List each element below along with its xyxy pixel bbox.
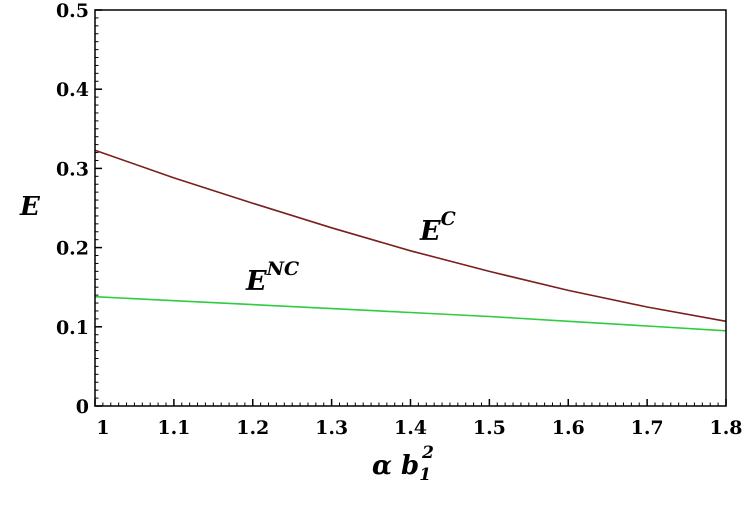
plot-frame (94, 9, 727, 407)
x-tick-label: 1 (96, 417, 109, 439)
x-axis-title-base: α b (372, 451, 419, 481)
series-label-ec: EC (419, 208, 456, 247)
y-tick-label: 0.1 (56, 317, 89, 339)
x-tick-label: 1.5 (473, 417, 506, 439)
x-tick-label: 1.4 (394, 417, 427, 439)
y-tick-label: 0.4 (56, 79, 89, 101)
y-axis-title: E (19, 192, 41, 222)
x-axis-title-superscript: 2 (421, 443, 434, 463)
y-axis-ticks: 0 0.1 0.2 0.3 0.4 0.5 (56, 0, 102, 418)
x-tick-label: 1.1 (157, 417, 190, 439)
x-tick-label: 1.8 (709, 417, 742, 439)
y-tick-label: 0.5 (56, 0, 89, 22)
x-tick-label: 1.7 (631, 417, 664, 439)
x-axis-title: α b12 (372, 443, 434, 485)
y-tick-label: 0.3 (56, 158, 89, 180)
x-axis-title-subscript: 1 (419, 465, 431, 485)
x-tick-label: 1.3 (315, 417, 348, 439)
series-line-enc (94, 295, 727, 332)
y-tick-label: 0 (76, 396, 89, 418)
series-label-enc-sup: NC (266, 258, 300, 280)
series-label-ec-sup: C (441, 208, 456, 230)
y-tick-label: 0.2 (56, 238, 89, 260)
series-line-ec (94, 149, 727, 323)
series (94, 149, 727, 332)
series-label-enc-base: E (245, 266, 267, 297)
x-axis-ticks: 1 1.1 1.2 1.3 1.4 1.5 1.6 1.7 1.8 (94, 399, 743, 439)
series-label-enc: ENC (245, 258, 299, 297)
x-tick-label: 1.2 (236, 417, 269, 439)
x-tick-label: 1.6 (552, 417, 585, 439)
series-label-ec-base: E (419, 216, 441, 247)
